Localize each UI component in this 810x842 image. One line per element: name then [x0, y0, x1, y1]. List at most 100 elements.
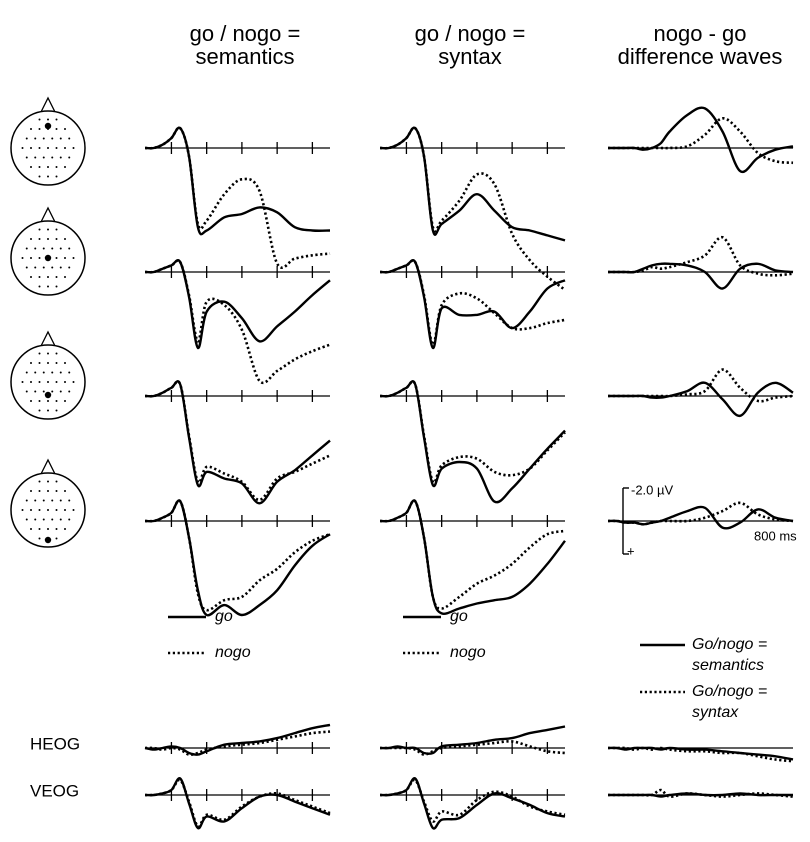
electrode	[56, 147, 58, 149]
electrode	[73, 147, 75, 149]
electrode	[39, 362, 41, 364]
electrode	[30, 528, 32, 530]
electrode	[26, 267, 28, 269]
legend-label: Go/nogo =	[692, 683, 767, 700]
electrode	[43, 391, 45, 393]
electrode	[26, 391, 28, 393]
electrode	[56, 128, 58, 130]
electrode	[56, 166, 58, 168]
electrode	[56, 176, 58, 178]
electrode	[39, 276, 41, 278]
electrode	[56, 119, 58, 121]
electrode	[26, 519, 28, 521]
wave	[608, 383, 793, 416]
electrode	[68, 391, 70, 393]
electrode	[39, 490, 41, 492]
electrode	[47, 410, 49, 412]
electrode	[30, 128, 32, 130]
electrode	[22, 147, 24, 149]
electrode	[39, 166, 41, 168]
electrode	[39, 481, 41, 483]
electrode	[73, 509, 75, 511]
electrode	[56, 238, 58, 240]
wave	[380, 128, 565, 241]
electrode	[39, 238, 41, 240]
wave	[608, 507, 793, 528]
electrode	[39, 538, 41, 540]
electrode	[56, 490, 58, 492]
electrode	[51, 157, 53, 159]
electrode	[60, 248, 62, 250]
column-title: semantics	[195, 44, 294, 69]
legend-label: nogo	[450, 644, 486, 661]
electrode	[26, 248, 28, 250]
electrode	[47, 481, 49, 483]
electrode-active	[45, 255, 51, 261]
legend-label: go	[450, 608, 468, 625]
electrode	[22, 257, 24, 259]
electrode	[47, 400, 49, 402]
column-title: syntax	[438, 44, 502, 69]
electrode	[34, 138, 36, 140]
electrode	[68, 267, 70, 269]
head-nose	[41, 460, 55, 474]
electrode	[64, 147, 66, 149]
electrode	[68, 138, 70, 140]
electrode	[64, 528, 66, 530]
electrode	[60, 391, 62, 393]
wave	[145, 260, 330, 382]
electrode	[56, 538, 58, 540]
electrode	[68, 157, 70, 159]
electrode	[60, 372, 62, 374]
wave	[145, 381, 330, 503]
electrode	[64, 166, 66, 168]
electrode	[47, 166, 49, 168]
electrode	[47, 528, 49, 530]
electrode	[68, 500, 70, 502]
electrode	[39, 147, 41, 149]
electrode	[47, 119, 49, 121]
electrode	[56, 353, 58, 355]
electrode	[64, 400, 66, 402]
electrode	[56, 276, 58, 278]
wave	[608, 264, 793, 289]
electrode	[73, 257, 75, 259]
wave	[380, 260, 565, 348]
electrode-active	[45, 392, 51, 398]
electrode	[39, 509, 41, 511]
electrode	[30, 381, 32, 383]
electrode	[34, 157, 36, 159]
column-title: nogo - go	[654, 21, 747, 46]
electrode	[26, 500, 28, 502]
electrode	[56, 257, 58, 259]
electrode	[43, 267, 45, 269]
wave	[145, 260, 330, 348]
electrode	[43, 157, 45, 159]
electrode	[43, 372, 45, 374]
legend-label: syntax	[692, 704, 739, 721]
electrode	[34, 267, 36, 269]
electrode	[30, 257, 32, 259]
electrode-active	[45, 123, 51, 129]
electrode	[51, 519, 53, 521]
electrode	[47, 509, 49, 511]
wave	[380, 500, 565, 608]
electrode	[30, 276, 32, 278]
electrode	[34, 391, 36, 393]
electrode	[47, 147, 49, 149]
electrode	[39, 119, 41, 121]
head-nose	[41, 208, 55, 222]
electrode	[22, 509, 24, 511]
electrode	[43, 500, 45, 502]
electrode	[47, 276, 49, 278]
electrode	[60, 519, 62, 521]
electrode	[64, 362, 66, 364]
column-title: difference waves	[618, 44, 783, 69]
electrode	[30, 490, 32, 492]
electrode	[56, 362, 58, 364]
electrode	[64, 381, 66, 383]
electrode	[56, 400, 58, 402]
electrode	[43, 519, 45, 521]
electrode	[30, 147, 32, 149]
electrode	[26, 372, 28, 374]
